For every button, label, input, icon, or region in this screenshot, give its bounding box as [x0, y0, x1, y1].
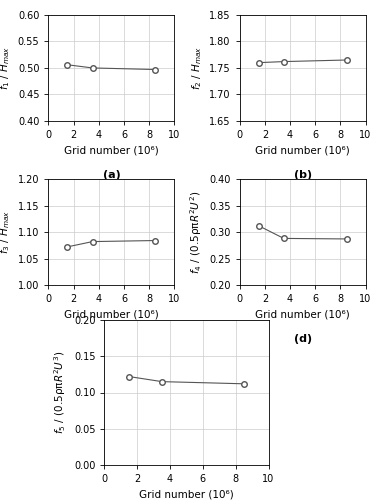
Text: (d): (d) — [294, 334, 312, 344]
Text: (c): (c) — [103, 334, 120, 344]
Text: (b): (b) — [294, 170, 312, 179]
Text: (a): (a) — [103, 170, 120, 179]
Y-axis label: $f_1$ / $H_{max}$: $f_1$ / $H_{max}$ — [0, 46, 12, 90]
X-axis label: Grid number (10⁶): Grid number (10⁶) — [64, 310, 159, 320]
X-axis label: Grid number (10⁶): Grid number (10⁶) — [139, 490, 234, 500]
Y-axis label: $f_5$ / (0.5ρπ$R^2U^3$): $f_5$ / (0.5ρπ$R^2U^3$) — [53, 351, 68, 434]
Y-axis label: $f_2$ / $H_{max}$: $f_2$ / $H_{max}$ — [190, 46, 204, 90]
X-axis label: Grid number (10⁶): Grid number (10⁶) — [64, 146, 159, 156]
X-axis label: Grid number (10⁶): Grid number (10⁶) — [255, 146, 350, 156]
X-axis label: Grid number (10⁶): Grid number (10⁶) — [255, 310, 350, 320]
Y-axis label: $f_3$ / $H_{max}$: $f_3$ / $H_{max}$ — [0, 210, 12, 254]
Y-axis label: $f_4$ / (0.5ρπ$R^2U^2$): $f_4$ / (0.5ρπ$R^2U^2$) — [188, 190, 204, 274]
